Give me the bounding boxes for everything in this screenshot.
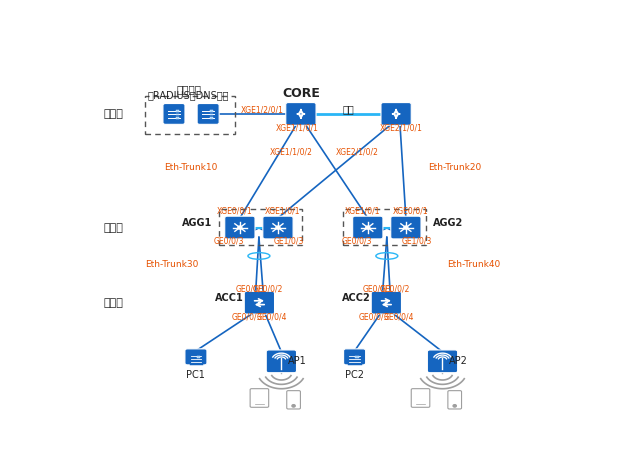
FancyBboxPatch shape (176, 114, 179, 115)
Text: GE0/0/3: GE0/0/3 (214, 237, 244, 246)
Circle shape (292, 405, 295, 407)
Text: GE0/0/4: GE0/0/4 (257, 313, 287, 322)
Text: XGE0/0/1: XGE0/0/1 (393, 207, 428, 216)
Text: AGG2: AGG2 (433, 218, 464, 228)
Text: XGE1/1/0/2: XGE1/1/0/2 (270, 148, 312, 157)
FancyBboxPatch shape (176, 110, 179, 111)
FancyBboxPatch shape (355, 356, 359, 358)
FancyBboxPatch shape (371, 291, 401, 314)
Text: 集群: 集群 (343, 104, 355, 114)
Text: Eth-Trunk40: Eth-Trunk40 (447, 260, 501, 269)
Text: GE0/0/2: GE0/0/2 (380, 285, 410, 294)
FancyBboxPatch shape (448, 391, 462, 409)
FancyBboxPatch shape (286, 102, 316, 125)
FancyBboxPatch shape (210, 114, 213, 115)
Text: XGE1/2/0/1: XGE1/2/0/1 (241, 105, 284, 114)
Circle shape (404, 226, 408, 229)
Text: Eth-Trunk30: Eth-Trunk30 (145, 260, 198, 269)
FancyBboxPatch shape (197, 356, 200, 358)
FancyBboxPatch shape (263, 216, 293, 239)
FancyBboxPatch shape (185, 349, 207, 365)
FancyBboxPatch shape (250, 389, 268, 407)
Text: PC2: PC2 (345, 370, 364, 380)
Text: GE0/0/3: GE0/0/3 (231, 313, 262, 322)
Text: GE0/0/2: GE0/0/2 (253, 285, 284, 294)
FancyBboxPatch shape (427, 350, 457, 373)
FancyBboxPatch shape (411, 389, 430, 407)
FancyBboxPatch shape (391, 216, 421, 239)
Text: XGE2/1/0/1: XGE2/1/0/1 (379, 124, 423, 133)
Text: CORE: CORE (282, 87, 320, 100)
Circle shape (276, 226, 280, 229)
FancyBboxPatch shape (353, 216, 383, 239)
Text: Eth-Trunk10: Eth-Trunk10 (164, 163, 218, 171)
Text: 服务器区: 服务器区 (176, 84, 201, 94)
Text: 接入层: 接入层 (104, 298, 124, 307)
Text: 核心层: 核心层 (104, 109, 124, 119)
Text: GE0/0/3: GE0/0/3 (342, 237, 372, 246)
FancyBboxPatch shape (266, 350, 297, 373)
Text: GE1/0/3: GE1/0/3 (401, 237, 432, 246)
FancyBboxPatch shape (163, 103, 185, 124)
Bar (145, 96, 235, 134)
Text: （RADIUS、DNS等）: （RADIUS、DNS等） (148, 90, 229, 100)
Text: XGE2/1/0/2: XGE2/1/0/2 (336, 148, 379, 157)
FancyBboxPatch shape (210, 110, 213, 111)
Text: GE1/0/3: GE1/0/3 (273, 237, 304, 246)
FancyBboxPatch shape (176, 118, 179, 119)
Circle shape (453, 405, 456, 407)
Bar (219, 209, 302, 245)
Circle shape (238, 226, 242, 229)
Text: AGG1: AGG1 (182, 218, 212, 228)
Text: AP2: AP2 (449, 357, 467, 367)
FancyBboxPatch shape (381, 102, 411, 125)
Text: Eth-Trunk20: Eth-Trunk20 (428, 163, 481, 171)
Text: XGE1/0/1: XGE1/0/1 (265, 207, 301, 216)
Text: XGE1/1/0/1: XGE1/1/0/1 (275, 124, 318, 133)
Text: ACC2: ACC2 (341, 293, 370, 303)
FancyBboxPatch shape (287, 391, 301, 409)
Text: PC1: PC1 (186, 370, 205, 380)
Text: XGE0/0/1: XGE0/0/1 (217, 207, 253, 216)
FancyBboxPatch shape (210, 118, 213, 119)
Text: ACC1: ACC1 (215, 293, 244, 303)
Text: XGE1/0/1: XGE1/0/1 (345, 207, 381, 216)
FancyBboxPatch shape (244, 291, 275, 314)
Bar (343, 209, 427, 245)
Text: AP1: AP1 (288, 357, 306, 367)
Text: GE0/0/1: GE0/0/1 (236, 285, 266, 294)
Text: GE0/0/3: GE0/0/3 (358, 313, 389, 322)
Text: GE0/0/1: GE0/0/1 (362, 285, 392, 294)
Circle shape (366, 226, 370, 229)
FancyBboxPatch shape (343, 349, 365, 365)
Text: 汇聚层: 汇聚层 (104, 223, 124, 233)
FancyBboxPatch shape (225, 216, 255, 239)
Text: GE0/0/4: GE0/0/4 (384, 313, 415, 322)
FancyBboxPatch shape (197, 103, 219, 124)
